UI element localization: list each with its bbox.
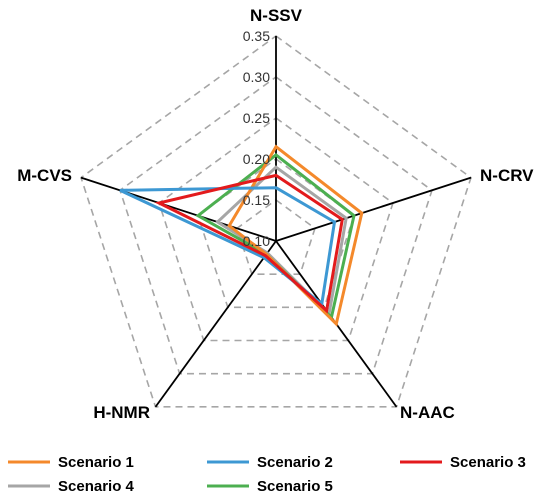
axis-label-n-crv: N-CRV [480,166,534,185]
axis-label-m-cvs: M-CVS [17,166,72,185]
legend-item-scenario-1: Scenario 1 [8,454,134,471]
legend-item-scenario-4: Scenario 4 [8,478,135,495]
tick-label-2: 0.20 [243,151,270,167]
series-layer [119,144,364,327]
legend-item-scenario-3: Scenario 3 [400,454,526,471]
tick-label-1: 0.15 [243,192,270,208]
axis-label-n-aac: N-AAC [400,403,455,422]
axis-label-n-ssv: N-SSV [250,6,303,25]
axis-label-h-nmr: H-NMR [93,403,150,422]
legend-label-scenario-1: Scenario 1 [58,454,134,471]
series-scenario-3 [154,173,344,314]
legend: Scenario 1 Scenario 2 Scenario 3 Scenari… [8,454,526,495]
series-scenario-2 [119,186,337,307]
tick-label-3: 0.25 [243,110,270,126]
legend-label-scenario-4: Scenario 4 [58,478,135,495]
legend-item-scenario-5: Scenario 5 [207,478,333,495]
axis-spoke-h-nmr [154,240,277,408]
ticks-layer: 0.10 0.15 0.20 0.25 0.30 0.35 [243,28,270,249]
legend-label-scenario-2: Scenario 2 [257,454,333,471]
grid-ring-1 [236,199,316,275]
grid-ring-4 [119,76,433,375]
grid-ring-5 [80,35,472,408]
tick-label-4: 0.30 [243,69,270,85]
tick-label-5: 0.35 [243,28,270,44]
axes-layer [80,36,472,408]
axis-spoke-n-crv [275,176,472,242]
legend-item-scenario-2: Scenario 2 [207,454,333,471]
legend-label-scenario-5: Scenario 5 [257,478,333,495]
tick-label-0: 0.10 [243,233,270,249]
axis-spoke-m-cvs [80,176,277,242]
legend-label-scenario-3: Scenario 3 [450,454,526,471]
